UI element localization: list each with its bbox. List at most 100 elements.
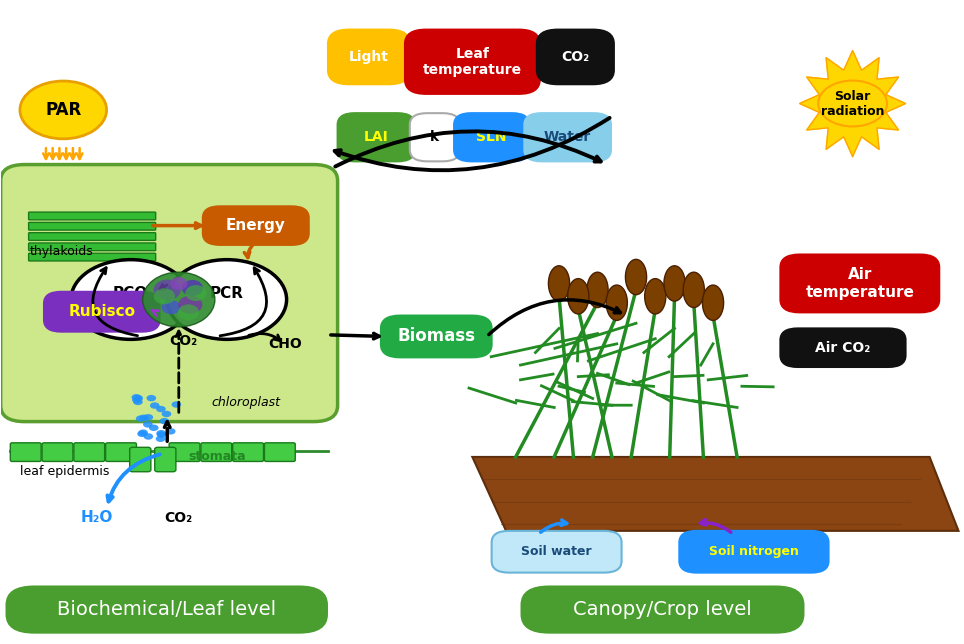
Text: PCO: PCO xyxy=(113,285,148,301)
Text: Light: Light xyxy=(349,50,388,64)
Ellipse shape xyxy=(568,279,589,314)
Ellipse shape xyxy=(177,305,199,321)
FancyBboxPatch shape xyxy=(405,30,540,94)
Circle shape xyxy=(136,415,146,422)
FancyBboxPatch shape xyxy=(781,254,939,312)
Ellipse shape xyxy=(185,285,206,301)
FancyBboxPatch shape xyxy=(337,113,415,162)
Text: Biochemical/Leaf level: Biochemical/Leaf level xyxy=(57,600,277,619)
FancyBboxPatch shape xyxy=(44,292,159,332)
FancyBboxPatch shape xyxy=(521,585,805,634)
FancyBboxPatch shape xyxy=(6,585,328,634)
Text: chloroplast: chloroplast xyxy=(212,396,281,409)
FancyBboxPatch shape xyxy=(29,212,155,220)
Text: Soil nitrogen: Soil nitrogen xyxy=(709,545,799,558)
Ellipse shape xyxy=(143,272,215,327)
Circle shape xyxy=(133,395,143,401)
Circle shape xyxy=(156,431,166,438)
FancyBboxPatch shape xyxy=(29,243,155,251)
Text: Leaf
temperature: Leaf temperature xyxy=(423,46,522,77)
Circle shape xyxy=(166,428,175,435)
Text: LAI: LAI xyxy=(363,130,388,144)
Circle shape xyxy=(139,430,148,436)
FancyBboxPatch shape xyxy=(492,531,622,573)
Polygon shape xyxy=(800,51,905,156)
Circle shape xyxy=(818,80,887,126)
Circle shape xyxy=(149,424,158,431)
Ellipse shape xyxy=(606,285,628,321)
FancyBboxPatch shape xyxy=(29,232,155,240)
Circle shape xyxy=(71,260,190,339)
Text: Solar
radiation: Solar radiation xyxy=(821,90,884,117)
FancyBboxPatch shape xyxy=(29,253,155,261)
Ellipse shape xyxy=(161,300,180,314)
FancyBboxPatch shape xyxy=(202,206,308,245)
FancyBboxPatch shape xyxy=(232,443,263,462)
Ellipse shape xyxy=(170,277,187,290)
Ellipse shape xyxy=(645,279,666,314)
Circle shape xyxy=(160,418,170,424)
Text: Air CO₂: Air CO₂ xyxy=(816,341,870,355)
Circle shape xyxy=(156,435,166,442)
Circle shape xyxy=(156,406,166,412)
Text: CO₂: CO₂ xyxy=(561,50,589,64)
Text: Air
temperature: Air temperature xyxy=(805,267,914,299)
Circle shape xyxy=(132,397,142,403)
FancyBboxPatch shape xyxy=(74,443,105,462)
Ellipse shape xyxy=(703,285,724,321)
Text: thylakoids: thylakoids xyxy=(30,245,94,258)
Circle shape xyxy=(20,81,107,139)
FancyBboxPatch shape xyxy=(1,165,337,422)
Circle shape xyxy=(139,415,148,421)
Text: k: k xyxy=(430,130,440,144)
FancyBboxPatch shape xyxy=(154,448,175,471)
Ellipse shape xyxy=(664,266,685,301)
FancyBboxPatch shape xyxy=(781,328,905,367)
Circle shape xyxy=(147,395,156,401)
Text: PCR: PCR xyxy=(210,285,244,301)
Text: Water: Water xyxy=(544,130,591,144)
FancyBboxPatch shape xyxy=(42,443,73,462)
Text: Biomass: Biomass xyxy=(397,327,475,345)
FancyBboxPatch shape xyxy=(264,443,295,462)
FancyBboxPatch shape xyxy=(130,448,150,471)
Text: CO₂: CO₂ xyxy=(165,511,193,525)
FancyBboxPatch shape xyxy=(410,113,460,162)
Text: SLN: SLN xyxy=(476,130,507,144)
Ellipse shape xyxy=(626,260,647,295)
Circle shape xyxy=(137,431,147,437)
FancyBboxPatch shape xyxy=(169,443,200,462)
Polygon shape xyxy=(472,457,958,531)
Text: PAR: PAR xyxy=(45,101,81,119)
Text: Energy: Energy xyxy=(226,218,285,233)
Text: Rubisco: Rubisco xyxy=(68,304,135,319)
Text: CO₂: CO₂ xyxy=(170,334,198,348)
Circle shape xyxy=(150,402,160,409)
Circle shape xyxy=(144,433,153,440)
Text: leaf epidermis: leaf epidermis xyxy=(20,466,109,478)
Ellipse shape xyxy=(153,289,174,305)
Ellipse shape xyxy=(587,272,608,308)
Circle shape xyxy=(143,421,152,428)
Text: Canopy/Crop level: Canopy/Crop level xyxy=(574,600,752,619)
FancyBboxPatch shape xyxy=(537,30,614,84)
Text: stomata: stomata xyxy=(188,450,246,464)
Ellipse shape xyxy=(549,266,570,301)
Text: H₂O: H₂O xyxy=(81,511,113,526)
Circle shape xyxy=(133,399,143,405)
Ellipse shape xyxy=(683,272,705,308)
Circle shape xyxy=(172,401,181,408)
FancyBboxPatch shape xyxy=(11,443,41,462)
FancyBboxPatch shape xyxy=(29,222,155,230)
Ellipse shape xyxy=(178,296,202,314)
Text: CHO: CHO xyxy=(268,337,302,352)
Ellipse shape xyxy=(153,279,180,300)
FancyBboxPatch shape xyxy=(454,113,529,162)
FancyBboxPatch shape xyxy=(201,443,231,462)
Circle shape xyxy=(167,260,286,339)
Circle shape xyxy=(162,411,172,417)
Text: Soil water: Soil water xyxy=(522,545,592,558)
FancyBboxPatch shape xyxy=(680,531,828,573)
Circle shape xyxy=(144,414,153,421)
FancyBboxPatch shape xyxy=(381,316,492,357)
